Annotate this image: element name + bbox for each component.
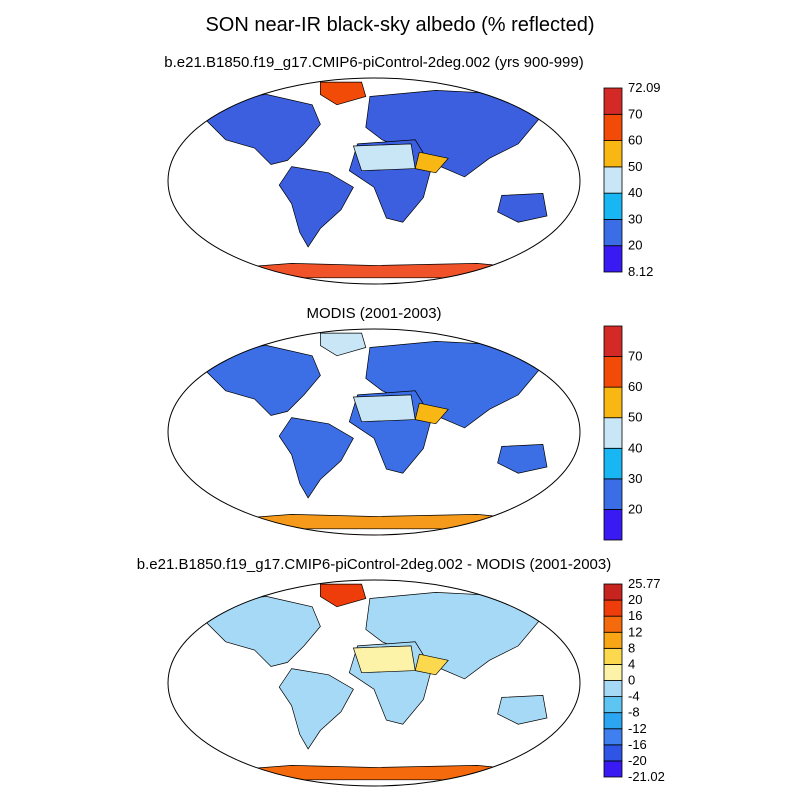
colorbar-label: 40 — [628, 440, 642, 455]
colorbar-swatch — [603, 386, 623, 419]
colorbar-swatch — [603, 325, 623, 357]
colorbar-swatch — [603, 760, 623, 778]
figure-title: SON near-IR black-sky albedo (% reflecte… — [205, 14, 594, 36]
sahara-region — [352, 645, 416, 674]
colorbar-label: 60 — [628, 379, 642, 394]
colorbar-label: -12 — [628, 721, 647, 736]
colorbar-swatch — [603, 631, 623, 649]
colorbar-label: 70 — [628, 106, 642, 121]
panel-title: b.e21.B1850.f19_g17.CMIP6-piControl-2deg… — [137, 556, 611, 573]
greenland-region — [320, 81, 367, 106]
colorbar-label: 70 — [628, 349, 642, 364]
colorbar: 20 30 40 50 60 70 — [603, 325, 642, 541]
sahara-region — [352, 394, 416, 423]
land-region — [278, 668, 354, 750]
colorbar-label: 50 — [628, 410, 642, 425]
arabia-region — [414, 653, 449, 676]
colorbar-label: -20 — [628, 753, 647, 768]
colorbar-label: 8.12 — [628, 264, 653, 279]
map-frame — [167, 579, 581, 787]
colorbar-swatch — [603, 509, 623, 541]
colorbar-swatch — [603, 615, 623, 633]
colorbar-swatch — [603, 680, 623, 697]
colorbar-swatch — [603, 113, 623, 141]
colorbar-label: 20 — [628, 592, 642, 607]
colorbar-label: -4 — [628, 689, 640, 704]
colorbar-label: 16 — [628, 608, 642, 623]
world-map — [167, 77, 581, 285]
colorbar-swatch — [603, 728, 623, 746]
world-map — [167, 328, 581, 536]
colorbar-swatch — [603, 140, 623, 168]
map-panel-modis: MODIS (2001-2003) 20 30 40 50 60 70 — [167, 305, 642, 541]
land-region — [204, 596, 321, 667]
colorbar-label: 30 — [628, 471, 642, 486]
colorbar-label: 30 — [628, 211, 642, 226]
colorbar-swatch — [603, 647, 623, 665]
arabia-region — [414, 151, 449, 174]
antarctica-region — [184, 765, 564, 781]
colorbar-label: 12 — [628, 624, 642, 639]
map-panel-model: b.e21.B1850.f19_g17.CMIP6-piControl-2deg… — [164, 54, 661, 285]
antarctica-region — [184, 514, 564, 530]
colorbar-label: 72.09 — [628, 80, 661, 95]
colorbar-label: 0 — [628, 673, 635, 688]
map-frame — [167, 77, 581, 285]
land-region — [204, 94, 321, 165]
colorbar-swatch — [603, 599, 623, 617]
colorbar-label: 60 — [628, 133, 642, 148]
colorbar-label: 40 — [628, 185, 642, 200]
greenland-region — [320, 332, 367, 357]
colorbar-label: 20 — [628, 238, 642, 253]
colorbar-swatch — [603, 245, 623, 273]
colorbar-label: -8 — [628, 705, 640, 720]
colorbar-swatch — [603, 219, 623, 247]
colorbar-swatch — [603, 583, 623, 601]
colorbar-label: -16 — [628, 737, 647, 752]
colorbar-swatch — [603, 356, 623, 388]
colorbar-label: 50 — [628, 159, 642, 174]
colorbar-swatch — [603, 696, 623, 714]
colorbar-swatch — [603, 192, 623, 220]
map-panel-difference: b.e21.B1850.f19_g17.CMIP6-piControl-2deg… — [137, 556, 665, 787]
colorbar-label: 4 — [628, 656, 635, 671]
colorbar-label: 25.77 — [628, 576, 661, 591]
sahara-region — [352, 143, 416, 172]
colorbar-swatch — [603, 744, 623, 762]
land-region — [278, 417, 354, 499]
colorbar-label: -21.02 — [628, 769, 665, 784]
colorbar-swatch — [603, 478, 623, 510]
colorbar-swatch — [603, 664, 623, 681]
arabia-region — [414, 402, 449, 425]
panel-title: b.e21.B1850.f19_g17.CMIP6-piControl-2deg… — [164, 54, 583, 71]
colorbar-swatch — [603, 712, 623, 730]
colorbar-label: 8 — [628, 640, 635, 655]
land-region — [278, 166, 354, 248]
antarctica-region — [184, 263, 564, 279]
colorbar: 8.12 20 30 40 50 60 70 72.09 — [603, 80, 661, 279]
panel-title: MODIS (2001-2003) — [306, 305, 441, 322]
greenland-region — [320, 583, 367, 608]
colorbar-swatch — [603, 87, 623, 115]
colorbar-swatch — [603, 447, 623, 480]
land-region — [497, 444, 548, 474]
colorbar-swatch — [603, 417, 623, 449]
land-region — [204, 345, 321, 416]
land-region — [497, 695, 548, 725]
land-region — [497, 193, 548, 223]
map-frame — [167, 328, 581, 536]
colorbar-swatch — [603, 166, 623, 194]
world-map — [167, 579, 581, 787]
colorbar-label: 20 — [628, 501, 642, 516]
